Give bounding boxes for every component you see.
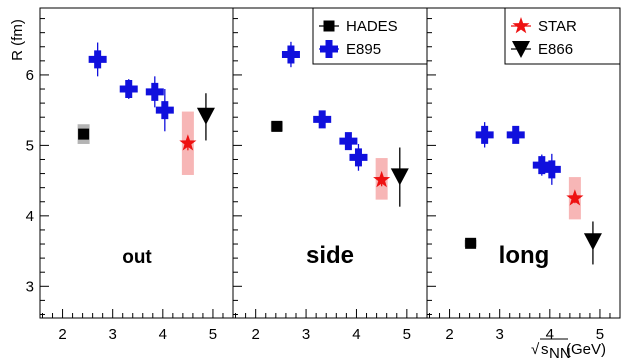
legend-marker-star — [512, 17, 530, 34]
legend-marker-hades — [323, 20, 335, 32]
y-axis-label-group: R (fm) — [9, 19, 26, 61]
e895-point — [542, 160, 561, 179]
legend-label-hades: HADES — [346, 18, 398, 35]
e895-point — [281, 45, 300, 64]
y-axis-label: R (fm) — [9, 19, 26, 61]
e895-point — [349, 148, 368, 167]
e895-point — [145, 82, 164, 101]
x-axis-label: √ s NN (GeV) — [531, 338, 606, 362]
legend-marker-e866 — [512, 41, 530, 58]
x-tick-label: 2 — [58, 326, 66, 343]
x-axis-label-sub: NN — [549, 345, 571, 362]
x-axis-label-unit: (GeV) — [566, 341, 606, 358]
x-tick-label: 2 — [252, 326, 260, 343]
legend-1: HADES E895 — [312, 7, 428, 65]
x-tick-label: 4 — [159, 326, 167, 343]
y-tick-label: 6 — [26, 67, 34, 84]
hades-point — [78, 128, 90, 140]
panel-label-side: side — [306, 242, 354, 269]
legend-label-e895: E895 — [346, 41, 381, 58]
hades-point — [271, 120, 283, 132]
star-point — [566, 189, 584, 206]
e895-point — [88, 50, 107, 69]
x-tick-label: 2 — [445, 326, 453, 343]
e895-point — [155, 101, 174, 120]
e895-point — [532, 156, 551, 175]
x-tick-label: 5 — [209, 326, 217, 343]
panel-label-out: out — [122, 247, 152, 268]
legend-box — [504, 7, 621, 65]
y-tick-label: 3 — [26, 278, 34, 295]
star-point — [179, 134, 197, 151]
panel-long: 2 3 4 5 long — [426, 7, 621, 343]
panel-side: 2 3 4 5 side — [232, 7, 428, 343]
legend-label-e866: E866 — [538, 41, 573, 58]
e895-point — [119, 80, 138, 99]
x-axis-label-sqrt: √ — [531, 341, 540, 358]
panel-frame — [39, 7, 234, 319]
legend-marker-e895 — [320, 40, 338, 58]
panel-out: 2 3 4 5 3 4 5 6 out — [26, 7, 234, 343]
e895-point — [339, 132, 358, 151]
e895-point — [313, 110, 332, 129]
x-axis-label-s: s — [541, 341, 549, 358]
star-point — [373, 170, 391, 188]
e866-point — [196, 107, 215, 125]
y-tick-label: 4 — [26, 208, 34, 225]
e866-point — [390, 168, 409, 186]
x-tick-label: 5 — [403, 326, 411, 343]
legend-2: STAR E866 — [504, 7, 621, 65]
y-tick-label: 5 — [26, 137, 34, 154]
x-tick-label: 4 — [546, 326, 554, 343]
x-tick-label: 3 — [302, 326, 310, 343]
e866-point — [583, 233, 602, 251]
panel-label-long: long — [499, 242, 550, 269]
x-tick-label: 3 — [109, 326, 117, 343]
x-tick-label: 3 — [496, 326, 504, 343]
x-tick-label: 5 — [596, 326, 604, 343]
e895-point — [475, 125, 494, 144]
e895-point — [506, 125, 525, 144]
x-tick-label: 4 — [352, 326, 360, 343]
hades-point — [465, 237, 477, 249]
legend-label-star: STAR — [538, 18, 577, 35]
